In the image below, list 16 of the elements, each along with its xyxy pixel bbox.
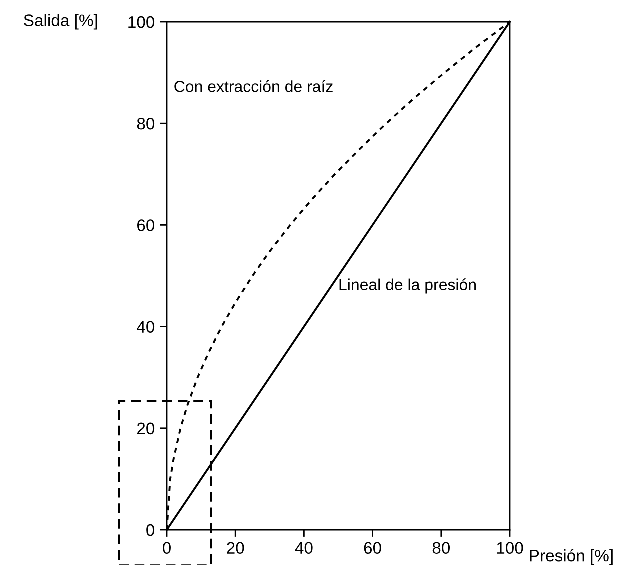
x-tick-label: 20 [227, 542, 244, 554]
annotation: Con extracción de raíz [174, 80, 333, 92]
x-tick-label: 80 [432, 542, 450, 554]
y-axis-title: Salida [%] [24, 14, 98, 30]
y-tick-label: 0 [146, 524, 155, 536]
x-axis-title: Presión [%] [530, 549, 613, 565]
y-tick-label: 60 [138, 220, 155, 232]
x-tick-label: 60 [364, 542, 382, 554]
x-tick-label: 0 [163, 542, 171, 554]
y-tick-label: 40 [137, 321, 155, 334]
y-tick-label: 80 [137, 118, 155, 130]
x-tick-label: 100 [497, 542, 524, 554]
y-tick-label: 20 [137, 422, 155, 435]
x-tick-label: 40 [295, 542, 313, 554]
y-tick-label: 100 [128, 16, 155, 28]
annotation: Lineal de la presión [340, 278, 476, 294]
